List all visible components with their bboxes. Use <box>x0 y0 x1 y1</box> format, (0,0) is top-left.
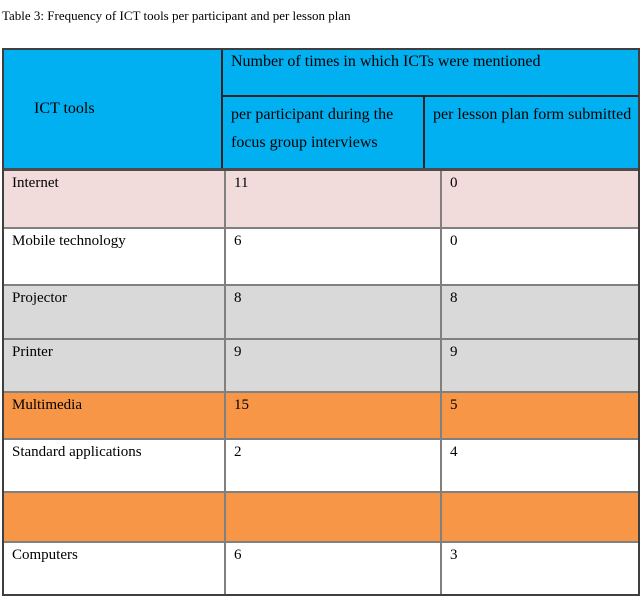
tool-name-cell <box>4 493 226 541</box>
per-lesson-value-cell: 5 <box>442 393 638 438</box>
per-lesson-value-cell: 3 <box>442 543 638 594</box>
per-participant-value-cell: 2 <box>226 440 442 491</box>
table-row: Projector 8 8 <box>4 286 638 340</box>
tool-name-cell: Multimedia <box>4 393 226 438</box>
header-cell-per-lesson-plan: per lesson plan form submitted <box>425 97 638 168</box>
table-row: Standard applications 2 4 <box>4 440 638 493</box>
per-participant-value-cell: 9 <box>226 340 442 391</box>
header-cell-per-participant: per participant during the focus group i… <box>223 97 425 168</box>
table-body: Internet 11 0 Mobile technology 6 0 Proj… <box>4 171 638 594</box>
table-caption: Table 3: Frequency of ICT tools per part… <box>2 8 351 23</box>
tool-name-cell: Printer <box>4 340 226 391</box>
table-row: Internet 11 0 <box>4 171 638 229</box>
tool-name-cell: Internet <box>4 171 226 227</box>
per-lesson-value-cell: 0 <box>442 229 638 284</box>
table-row: Multimedia 15 5 <box>4 393 638 440</box>
per-lesson-value-cell <box>442 493 638 541</box>
tool-name-cell: Mobile technology <box>4 229 226 284</box>
per-participant-value-cell: 6 <box>226 543 442 594</box>
header-cell-mentions-span: Number of times in which ICTs were menti… <box>223 50 638 97</box>
table-row: Mobile technology 6 0 <box>4 229 638 286</box>
per-lesson-value-cell: 9 <box>442 340 638 391</box>
per-participant-value-cell: 15 <box>226 393 442 438</box>
tool-name-cell: Standard applications <box>4 440 226 491</box>
per-lesson-value-cell: 0 <box>442 171 638 227</box>
tool-name-cell: Computers <box>4 543 226 594</box>
per-lesson-value-cell: 8 <box>442 286 638 338</box>
tool-name-cell: Projector <box>4 286 226 338</box>
per-lesson-value-cell: 4 <box>442 440 638 491</box>
per-participant-value-cell <box>226 493 442 541</box>
table-row: Printer 9 9 <box>4 340 638 393</box>
per-participant-value-cell: 11 <box>226 171 442 227</box>
table-header: ICT tools Number of times in which ICTs … <box>4 50 638 171</box>
table-row-empty <box>4 493 638 543</box>
table-row: Computers 6 3 <box>4 543 638 594</box>
ict-frequency-table: ICT tools Number of times in which ICTs … <box>2 48 640 596</box>
per-participant-value-cell: 6 <box>226 229 442 284</box>
per-participant-value-cell: 8 <box>226 286 442 338</box>
header-cell-ict-tools: ICT tools <box>4 50 223 168</box>
